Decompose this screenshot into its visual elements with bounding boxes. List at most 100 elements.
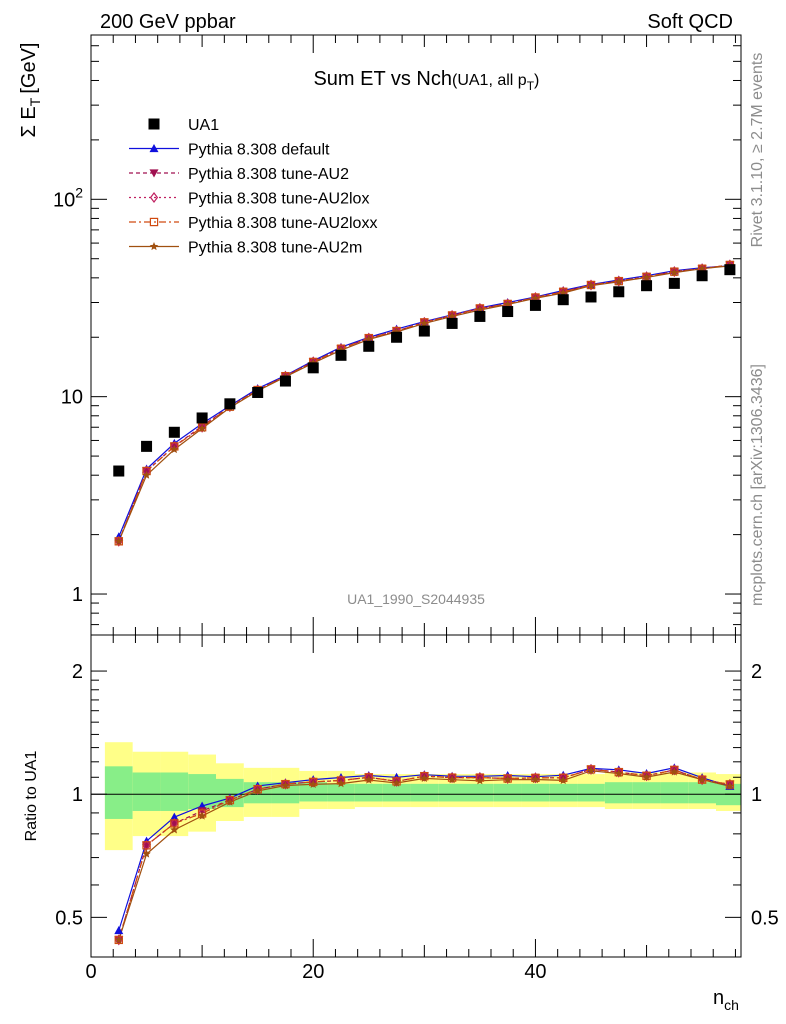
series-point-5 — [614, 277, 624, 286]
ratio-point-5 — [558, 775, 568, 785]
legend-item: Pythia 8.308 default — [129, 142, 330, 159]
ratio-point-5 — [531, 775, 540, 784]
series-point-5 — [142, 470, 151, 479]
ratio-point-3 — [309, 776, 318, 788]
y-tick-label: 1 — [72, 584, 83, 606]
ratio-point-5 — [225, 797, 235, 806]
data-point — [641, 280, 653, 292]
ratio-point-3 — [392, 775, 401, 787]
ratio-y-axis: 0.5 0.5 1 1 2 2 — [55, 661, 779, 958]
ratio-point-4 — [142, 841, 151, 850]
band-inner — [160, 772, 189, 811]
series-point-5 — [170, 445, 179, 454]
legend-marker — [149, 192, 159, 203]
legend-marker — [148, 118, 160, 130]
main-series-markers — [114, 259, 735, 547]
ratio-point-1 — [169, 812, 179, 821]
ratio-point-3 — [420, 770, 429, 782]
band-inner — [354, 783, 383, 802]
data-point — [252, 386, 264, 398]
series-point-3 — [586, 279, 596, 291]
header-right: Soft QCD — [647, 11, 733, 33]
legend-label: UA1 — [188, 117, 219, 134]
ratio-point-5 — [586, 766, 596, 775]
series-point-5 — [642, 272, 651, 282]
rivet-version-text: Rivet 3.1.10, ≥ 2.7M events — [749, 53, 766, 248]
x-axis: 0 20 40 — [85, 635, 736, 983]
ratio-point-5 — [447, 775, 457, 784]
series-point-5 — [586, 281, 596, 290]
ratio-point-3 — [670, 764, 679, 776]
ratio-y-tick-label-right: 1 — [751, 784, 762, 806]
data-point — [335, 349, 347, 361]
band-inner — [688, 782, 716, 804]
band-inner — [660, 782, 689, 804]
band-inner — [521, 783, 550, 802]
y-tick-label: 102 — [53, 184, 83, 211]
legend-marker — [149, 217, 159, 227]
legend-item: Pythia 8.308 tune-AU2m — [129, 240, 362, 257]
legend-item: Pythia 8.308 tune-AU2loxx — [129, 215, 377, 232]
data-point — [168, 426, 180, 438]
band-inner — [132, 772, 161, 811]
ratio-series-markers — [114, 763, 735, 946]
ratio-panel: 0.5 0.5 1 1 2 2 0 20 40 Ratio to UA1 nch — [23, 634, 779, 1013]
band-inner — [327, 783, 355, 802]
legend: UA1 Pythia 8.308 default Pythia 8.308 tune… — [129, 117, 377, 257]
band-inner — [549, 783, 578, 802]
data-point — [529, 299, 541, 311]
band-inner — [438, 783, 466, 802]
series-point-5 — [420, 318, 429, 328]
ratio-point-1 — [114, 926, 124, 935]
series-line-5 — [118, 265, 730, 542]
data-point — [196, 412, 208, 424]
data-point — [474, 310, 486, 322]
legend-label: Pythia 8.308 tune-AU2m — [188, 240, 362, 257]
series-line-2 — [118, 264, 730, 542]
ratio-frame — [90, 634, 742, 958]
band-inner — [271, 782, 300, 804]
ratio-point-3 — [281, 778, 290, 790]
chart-title: Sum ET vs Nch — [313, 68, 452, 90]
data-point — [446, 317, 458, 329]
ratio-point-5 — [475, 776, 485, 785]
ratio-y-tick-label-right: 0.5 — [751, 907, 779, 929]
chart-title-sub: (UA1, all pT) — [452, 72, 539, 93]
ratio-point-5 — [197, 811, 207, 820]
data-point — [141, 440, 153, 452]
data-point — [613, 286, 625, 298]
ratio-point-5 — [170, 825, 179, 834]
data-point — [668, 277, 680, 289]
ratio-point-5 — [364, 775, 374, 784]
ratio-point-5 — [642, 772, 651, 781]
ratio-y-tick-label: 0.5 — [55, 907, 83, 929]
series-line-4 — [118, 264, 730, 542]
ratio-point-5 — [253, 786, 262, 795]
y-axis-label: Σ ET[GeV] — [18, 43, 43, 138]
ratio-y-axis-label: Ratio to UA1 — [23, 751, 40, 842]
ratio-point-3 — [725, 778, 735, 790]
ratio-point-5 — [392, 778, 401, 787]
ratio-y-tick-label: 1 — [72, 784, 83, 806]
legend-marker — [149, 169, 159, 178]
data-point — [279, 375, 291, 387]
x-axis-label: nch — [713, 987, 739, 1013]
series-point-5 — [114, 536, 124, 545]
series-point-5 — [670, 268, 679, 277]
legend-label: Pythia 8.308 tune-AU2lox — [188, 191, 369, 208]
ratio-point-5 — [114, 935, 124, 944]
main-x-ticks — [90, 35, 736, 635]
ratio-point-3 — [531, 772, 540, 784]
band-inner — [382, 783, 411, 802]
data-point — [502, 306, 514, 318]
ratio-point-5 — [670, 767, 679, 776]
band-inner — [577, 783, 605, 802]
ratio-point-5 — [614, 769, 624, 778]
legend-item: Pythia 8.308 tune-AU2 — [129, 166, 349, 183]
data-point — [113, 465, 125, 477]
band-inner — [410, 783, 439, 802]
ratio-point-5 — [336, 779, 346, 788]
data-point — [557, 294, 569, 306]
series-point-5 — [197, 424, 207, 433]
